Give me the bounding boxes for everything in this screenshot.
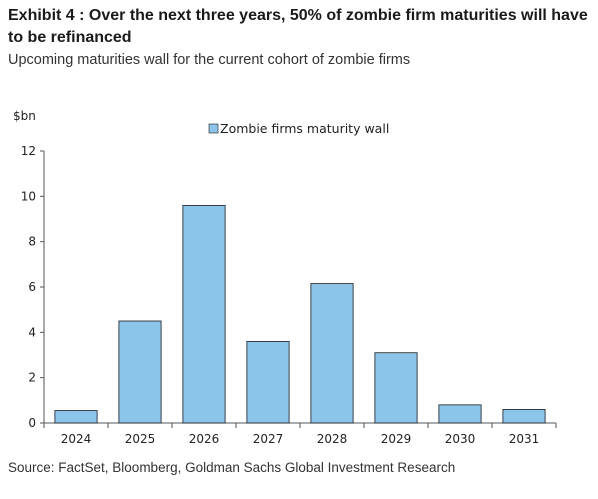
bar-2027 <box>246 340 290 424</box>
x-tick-label: 2031 <box>509 432 540 446</box>
x-tick-label: 2026 <box>189 432 220 446</box>
x-tick-label: 2030 <box>445 432 476 446</box>
bar-2030 <box>438 404 482 424</box>
bar-2029 <box>374 352 418 424</box>
x-tick-label: 2027 <box>253 432 284 446</box>
x-tick-label: 2029 <box>381 432 412 446</box>
x-axis: 2024 2025 2026 2027 2028 2029 2030 2031 <box>43 422 557 446</box>
y-tick-label: 2 <box>28 371 36 385</box>
y-tick-label: 4 <box>28 325 36 339</box>
bar-2024 <box>54 410 98 424</box>
bar-series <box>54 204 546 424</box>
y-tick-label: 6 <box>28 280 36 294</box>
x-tick-label: 2025 <box>125 432 156 446</box>
bar-2026 <box>182 204 226 424</box>
legend-swatch <box>208 123 219 134</box>
x-tick-label: 2028 <box>317 432 348 446</box>
y-tick-label: 8 <box>28 235 36 249</box>
y-tick-label: 12 <box>21 144 36 158</box>
chart-subtitle: Upcoming maturities wall for the current… <box>8 52 411 68</box>
chart-title: Exhibit 4 : Over the next three years, 5… <box>8 7 588 46</box>
y-tick-label: 10 <box>21 189 36 203</box>
bar-2025 <box>118 320 162 424</box>
y-tick-label: 0 <box>28 416 36 430</box>
x-tick-label: 2024 <box>61 432 92 446</box>
bar-2028 <box>310 283 354 424</box>
y-axis: 0 2 4 6 8 10 12 $bn <box>13 109 45 430</box>
source-note: Source: FactSet, Bloomberg, Goldman Sach… <box>8 460 456 475</box>
legend: Zombie firms maturity wall <box>208 121 389 136</box>
legend-label: Zombie firms maturity wall <box>220 121 389 136</box>
bar-2031 <box>502 408 546 424</box>
y-axis-label: $bn <box>13 109 36 123</box>
